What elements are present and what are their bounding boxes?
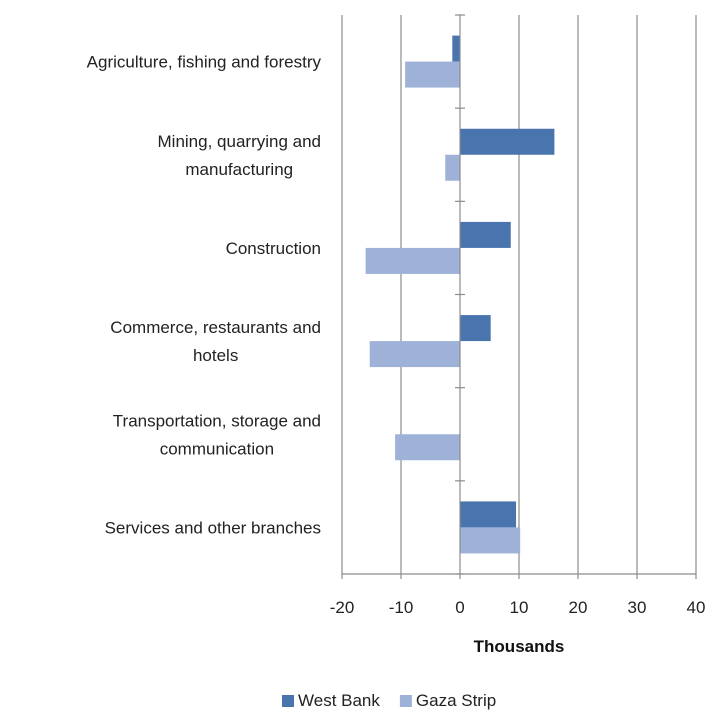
bar-west-bank-0 — [452, 35, 460, 62]
category-label-line: Commerce, restaurants and — [110, 318, 321, 337]
legend-swatch-1 — [399, 695, 412, 707]
category-label-line: Services and other branches — [105, 518, 321, 537]
category-label-line: hotels — [193, 346, 238, 365]
category-label-0: Agriculture, fishing and forestry — [87, 53, 322, 72]
tick-label: 10 — [510, 598, 529, 617]
category-labels: Agriculture, fishing and forestry Mining,… — [87, 53, 322, 538]
category-label-line: Agriculture, fishing and forestry — [87, 53, 322, 72]
category-label-line: manufacturing — [185, 160, 293, 179]
bar-gaza-strip-5 — [460, 527, 521, 554]
bar-gaza-strip-3 — [369, 341, 460, 368]
legend-swatch-0 — [282, 695, 294, 707]
bar-gaza-strip-0 — [405, 61, 460, 88]
category-label-line: communication — [160, 439, 274, 458]
category-label-2: Construction — [226, 239, 321, 258]
category-label-line: Transportation, storage and — [113, 411, 321, 430]
bar-west-bank-5 — [460, 501, 517, 528]
category-label-line: Construction — [226, 239, 321, 258]
tick-labels: -20 -10 0 10 20 30 40 — [330, 598, 706, 617]
category-label-3: Commerce, restaurants and hotels — [110, 318, 321, 365]
legend-label-0: West Bank — [298, 691, 380, 710]
category-label-4: Transportation, storage and communication — [113, 411, 321, 458]
category-label-1: Mining, quarrying and manufacturing — [158, 132, 321, 179]
bar-gaza-strip-1 — [445, 154, 460, 181]
bar-west-bank-2 — [460, 221, 511, 248]
bar-gaza-strip-2 — [365, 247, 460, 274]
legend-label-1: Gaza Strip — [416, 691, 496, 710]
x-axis-title: Thousands — [474, 637, 565, 656]
tick-label: -20 — [330, 598, 355, 617]
category-axis — [341, 14, 697, 579]
tick-label: 40 — [687, 598, 706, 617]
tick-label: -10 — [389, 598, 414, 617]
gridlines — [341, 15, 697, 574]
bar-gaza-strip-4 — [395, 434, 460, 461]
tick-label: 0 — [455, 598, 464, 617]
bar-west-bank-3 — [460, 315, 491, 342]
tick-label: 20 — [569, 598, 588, 617]
tick-label: 30 — [628, 598, 647, 617]
bars — [365, 35, 555, 554]
legend: West Bank Gaza Strip — [282, 691, 496, 710]
bar-west-bank-1 — [460, 128, 555, 155]
category-label-5: Services and other branches — [105, 518, 321, 537]
category-label-line: Mining, quarrying and — [158, 132, 321, 151]
